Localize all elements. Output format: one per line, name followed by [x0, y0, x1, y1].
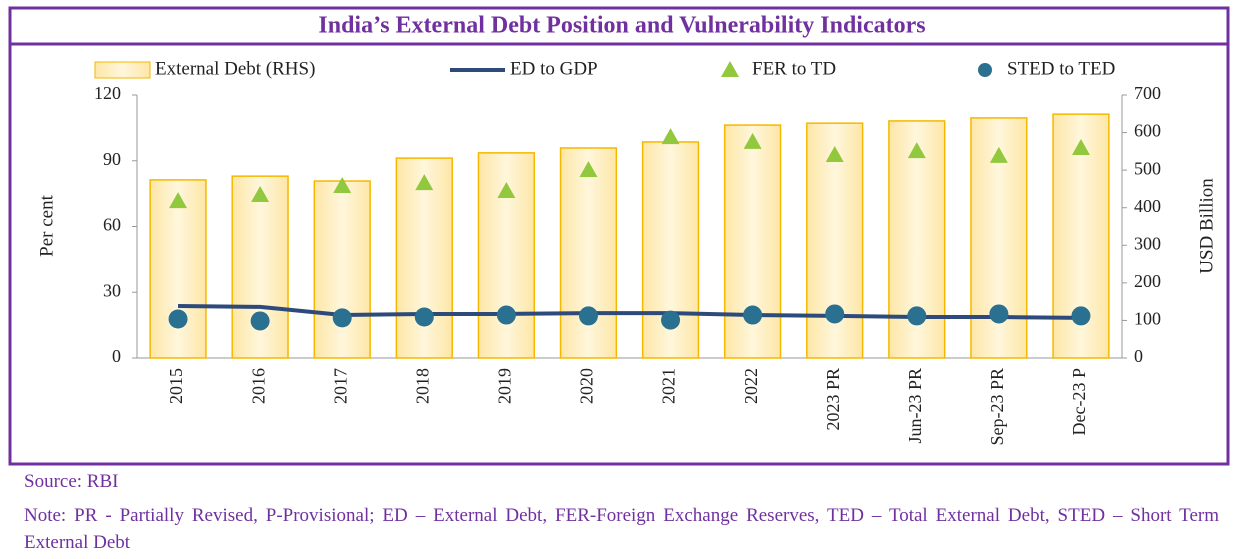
marker	[251, 185, 270, 202]
marker	[989, 146, 1008, 163]
x-tick-label: 2019	[495, 368, 515, 404]
y2-axis-label: USD Billion	[1196, 178, 1217, 274]
y2-tick-label: 600	[1134, 121, 1161, 141]
marker	[250, 311, 270, 331]
note: Note: PR - Partially Revised, P-Provisio…	[24, 505, 1219, 553]
legend-label: ED to GDP	[510, 58, 598, 79]
legend-label: External Debt (RHS)	[155, 58, 315, 79]
marker	[169, 192, 188, 209]
marker	[907, 142, 926, 159]
marker	[497, 181, 516, 198]
source: Source: RBI	[24, 471, 119, 492]
legend-label: FER to TD	[752, 58, 836, 79]
legend-label: STED to TED	[1007, 58, 1115, 79]
y-axis-label: Per cent	[36, 194, 57, 256]
marker	[661, 128, 680, 145]
x-tick-label: Sep-23 PR	[987, 368, 1007, 446]
plot: 0 30 60 90 120 0 100 200 300 400 500 600 700 2015 2016…	[94, 58, 1161, 445]
marker	[415, 174, 434, 191]
legend-swatch	[94, 61, 151, 79]
marker	[661, 310, 681, 330]
bar	[559, 147, 618, 359]
marker	[496, 305, 516, 325]
marker	[414, 307, 434, 327]
x-tick-label: 2022	[741, 368, 761, 404]
marker	[989, 304, 1009, 324]
legend-swatch	[721, 61, 739, 77]
y2-tick-label: 500	[1134, 158, 1161, 178]
y-tick-label: 0	[112, 346, 121, 366]
y2-tick-label: 0	[1134, 346, 1143, 366]
line	[178, 304, 1081, 320]
y2-tick-label: 400	[1134, 196, 1161, 216]
y-tick-label: 120	[94, 83, 121, 103]
marker	[333, 176, 352, 193]
bar	[313, 180, 371, 359]
legend-swatch	[978, 63, 992, 77]
x-tick-label: Dec-23 P	[1069, 368, 1089, 435]
marker	[743, 132, 762, 149]
marker	[578, 306, 598, 326]
marker	[825, 304, 845, 324]
frame	[8, 6, 1230, 466]
x-tick-label: 2017	[330, 368, 350, 404]
x-tick-label: 2021	[659, 368, 679, 404]
y2-tick-label: 200	[1134, 271, 1161, 291]
marker	[168, 309, 188, 329]
x-tick-label: 2018	[412, 368, 432, 404]
chart-title: India’s External Debt Position and Vulne…	[318, 13, 925, 39]
bar	[231, 175, 289, 359]
marker	[579, 160, 598, 177]
marker	[825, 146, 844, 163]
marker	[1071, 139, 1090, 156]
x-tick-label: 2016	[248, 368, 268, 404]
y2-tick-label: 300	[1134, 233, 1161, 253]
chart: India’s External Debt Position and Vulne…	[8, 6, 1230, 466]
marker	[1071, 306, 1091, 326]
marker	[332, 308, 352, 328]
y2-tick-label: 700	[1134, 83, 1161, 103]
y-tick-label: 30	[103, 280, 121, 300]
marker	[743, 305, 763, 325]
marker	[907, 306, 927, 326]
x-tick-label: 2015	[166, 368, 186, 404]
y2-tick-label: 100	[1134, 309, 1161, 329]
y-tick-label: 60	[103, 215, 121, 235]
x-tick-label: Jun-23 PR	[905, 368, 925, 444]
x-tick-label: 2023 PR	[823, 368, 843, 431]
x-tick-label: 2020	[577, 368, 597, 404]
y-tick-label: 90	[103, 149, 121, 169]
